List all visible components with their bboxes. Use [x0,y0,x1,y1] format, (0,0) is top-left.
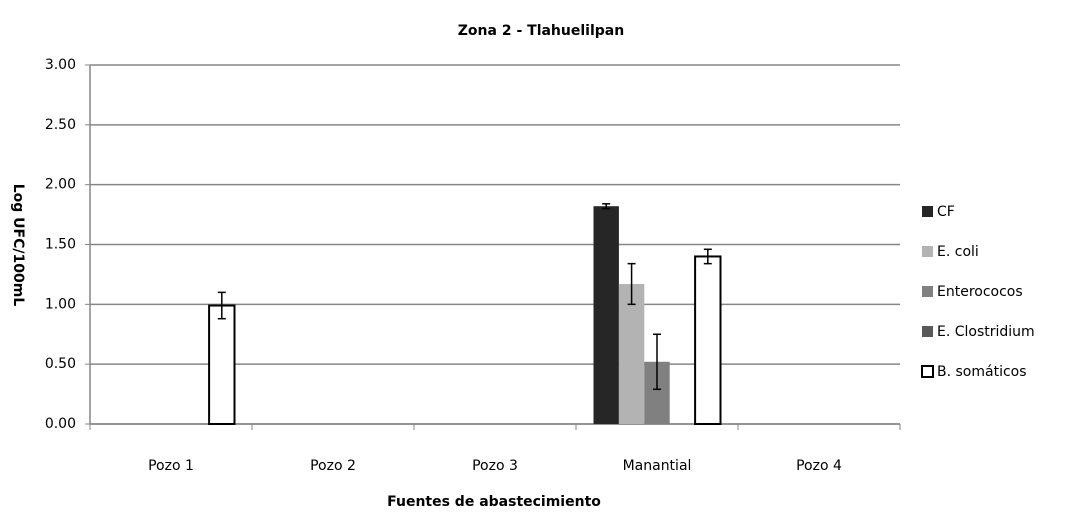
x-axis-title: Fuentes de abastecimiento [387,494,601,510]
legend-label: E. Clostridium [937,324,1035,340]
legend-label: E. coli [937,244,979,260]
legend-swatch [922,286,933,297]
chart-title: Zona 2 - Tlahuelilpan [458,23,624,39]
y-tick-label: 1.50 [45,237,76,253]
x-tick-label: Pozo 2 [310,458,356,474]
bar [208,304,236,425]
error-bar [217,291,226,320]
x-tick-label: Pozo 4 [796,458,842,474]
legend-swatch [922,206,933,217]
error-bar [653,333,661,391]
x-tick-label: Pozo 1 [148,458,194,474]
legend-label: Enterococos [937,284,1023,300]
legend-swatch [921,365,934,378]
error-bar [602,203,611,210]
bar [593,206,619,424]
legend-swatch [922,326,933,337]
legend-label: CF [937,204,955,220]
y-tick-label: 2.00 [45,177,76,193]
legend-swatch [922,246,933,257]
x-tick-label: Pozo 3 [472,458,518,474]
bar [694,255,722,426]
legend-label: B. somáticos [937,364,1027,380]
error-bar [627,262,636,306]
x-tick-label: Manantial [623,458,692,474]
y-tick-label: 1.00 [45,296,76,312]
y-tick-label: 0.50 [45,356,76,372]
bar [618,283,645,424]
y-tick-label: 2.50 [45,117,76,133]
error-bar [703,248,712,265]
y-tick-label: 0.00 [45,416,76,432]
y-axis-title: Log UFC/100mL [10,184,26,307]
y-tick-label: 3.00 [45,57,76,73]
